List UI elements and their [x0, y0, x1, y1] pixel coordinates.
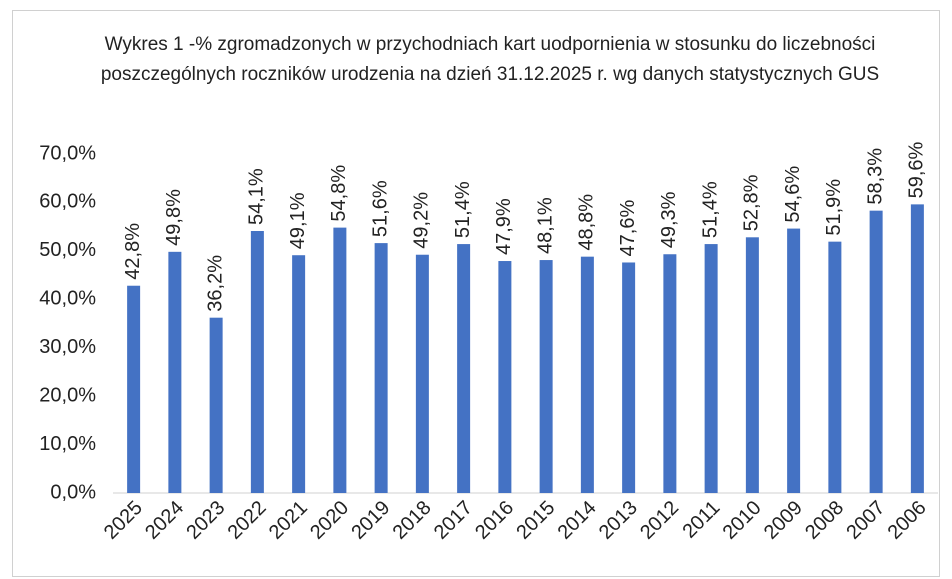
bar	[415, 254, 429, 493]
data-label: 49,3%	[658, 191, 680, 248]
chart-title: Wykres 1 -% zgromadzonych w przychodniac…	[100, 34, 880, 85]
data-label: 54,6%	[782, 166, 804, 223]
data-label: 49,1%	[287, 192, 309, 249]
y-tick-label: 40,0%	[39, 288, 96, 310]
data-label: 54,1%	[246, 168, 268, 225]
bar	[498, 261, 512, 493]
y-tick-label: 70,0%	[39, 142, 96, 164]
bar	[787, 228, 801, 493]
data-label: 49,2%	[411, 192, 433, 249]
bar	[127, 285, 141, 493]
bar	[292, 255, 306, 493]
y-tick-label: 0,0%	[50, 481, 96, 503]
bar	[869, 210, 883, 493]
data-label: 49,8%	[163, 189, 185, 246]
bar	[250, 231, 264, 493]
bar	[828, 241, 842, 493]
bar	[663, 254, 677, 493]
data-label: 59,6%	[906, 141, 928, 198]
bar	[745, 237, 759, 493]
bar	[539, 260, 553, 493]
bar	[704, 244, 718, 493]
bar	[910, 204, 924, 493]
data-label: 47,9%	[493, 198, 515, 255]
y-tick-label: 60,0%	[39, 191, 96, 213]
data-label: 58,3%	[864, 148, 886, 205]
bar	[168, 251, 182, 493]
data-label: 47,6%	[617, 200, 639, 257]
data-label: 51,4%	[699, 181, 721, 238]
data-label: 51,9%	[823, 179, 845, 236]
bar	[622, 262, 636, 493]
data-label: 52,8%	[741, 174, 763, 231]
y-tick-label: 30,0%	[39, 336, 96, 358]
data-label: 48,8%	[576, 194, 598, 251]
data-label: 42,8%	[122, 223, 144, 280]
y-tick-label: 10,0%	[39, 433, 96, 455]
bar	[580, 256, 594, 493]
chart-border	[12, 10, 940, 577]
bar	[333, 227, 347, 493]
data-label: 51,6%	[369, 180, 391, 237]
data-label: 48,1%	[534, 197, 556, 254]
bar	[457, 244, 471, 493]
y-tick-label: 20,0%	[39, 384, 96, 406]
y-tick-label: 50,0%	[39, 239, 96, 261]
data-label: 51,4%	[452, 181, 474, 238]
data-label: 36,2%	[204, 255, 226, 312]
bar	[209, 317, 223, 493]
bar	[374, 243, 388, 493]
data-label: 54,8%	[328, 165, 350, 222]
